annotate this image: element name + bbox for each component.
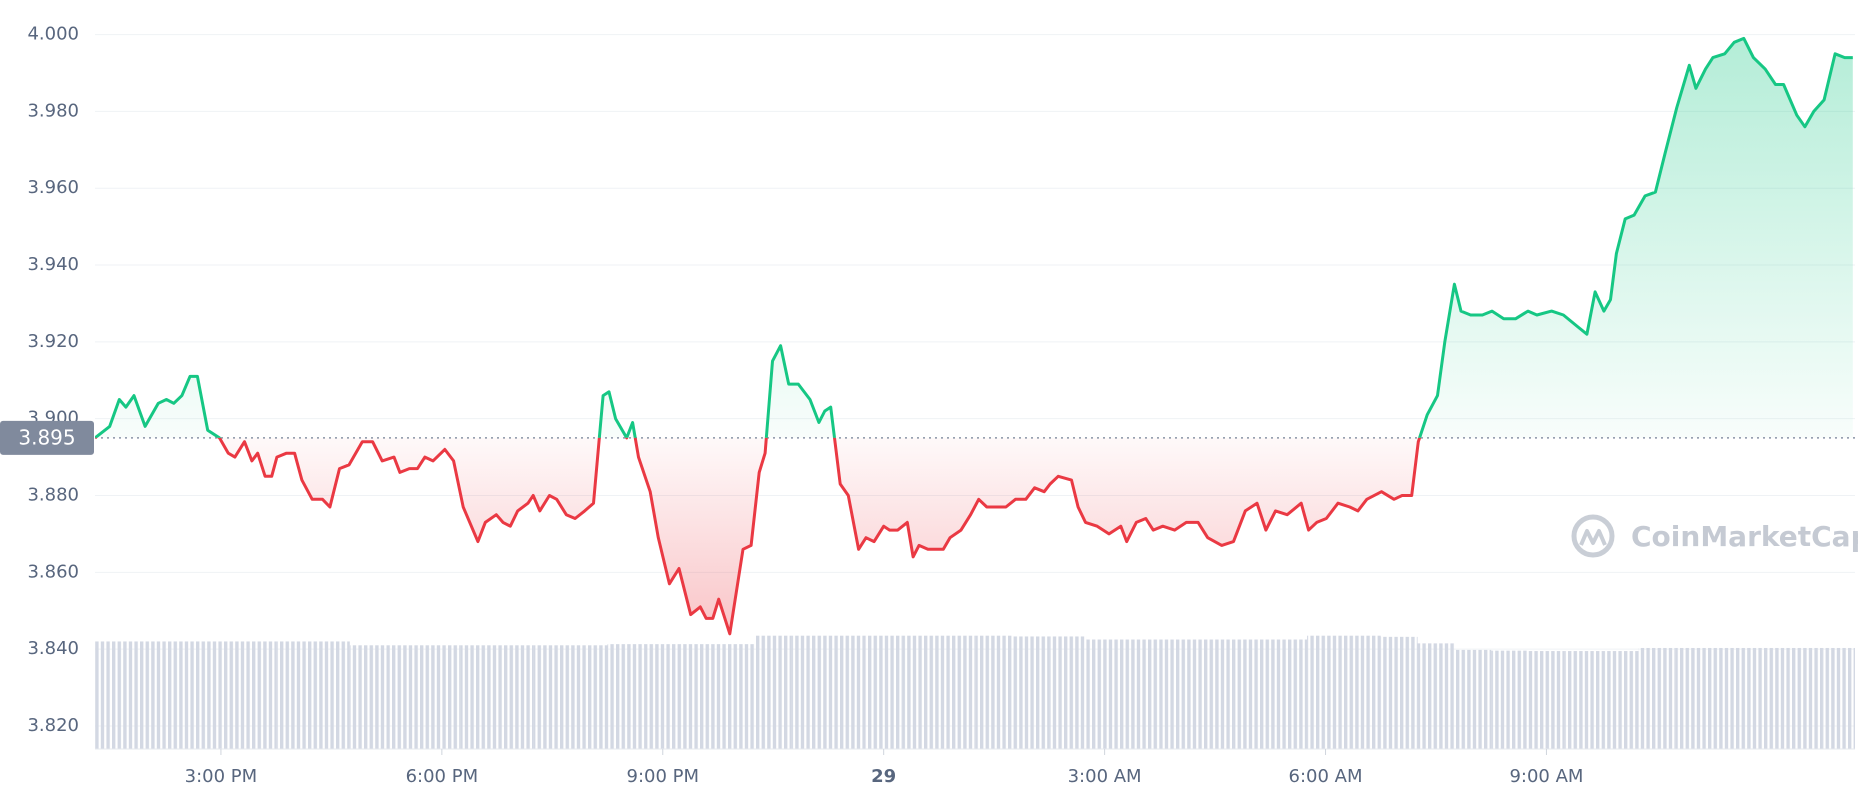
price-line-up	[95, 36, 1853, 438]
volume-bar	[1675, 647, 1713, 749]
baseline-label: 3.895	[18, 425, 75, 449]
volume-bar	[1454, 649, 1492, 749]
volume-bar	[128, 641, 166, 749]
volume-bar	[533, 645, 571, 749]
volume-bar	[1601, 651, 1639, 749]
volume-bar	[1564, 651, 1602, 749]
volume-bar	[828, 635, 866, 749]
volume-bar	[1491, 650, 1529, 749]
volume-bar	[497, 645, 534, 749]
volume-bar	[1196, 639, 1234, 749]
volume-bar	[1233, 639, 1271, 749]
watermark-logo	[1571, 514, 1615, 558]
volume-bar	[1638, 647, 1676, 749]
x-tick-label: 6:00 AM	[1289, 766, 1363, 787]
x-tick-label: 9:00 AM	[1509, 766, 1583, 787]
volume-bar	[239, 641, 277, 749]
volume-bar	[1528, 651, 1565, 749]
volume-bar	[902, 635, 939, 749]
volume-bar	[570, 645, 608, 749]
x-tick-label: 6:00 PM	[406, 766, 479, 787]
baseline-label-box	[0, 420, 94, 455]
y-tick-label: 3.960	[27, 177, 79, 198]
watermark: CoinMarketCap	[1571, 514, 1858, 558]
volume-bar	[312, 641, 350, 749]
volume-bar	[276, 641, 313, 749]
volume-bar	[165, 641, 203, 749]
y-tick-label: 3.840	[27, 638, 79, 659]
watermark-text: CoinMarketCap	[1631, 520, 1858, 553]
volume-bar	[202, 641, 240, 749]
volume-bar	[1012, 636, 1050, 749]
volume-bar	[1270, 639, 1308, 749]
area-up	[95, 38, 1853, 438]
volume-bar	[754, 635, 792, 749]
x-tick-label: 9:00 PM	[627, 766, 700, 787]
volume-bar	[938, 635, 976, 749]
area-down	[95, 437, 1853, 634]
y-tick-label: 3.820	[27, 715, 79, 736]
volume-bar	[865, 635, 903, 749]
volume-bar	[1343, 635, 1381, 749]
y-tick-label: 3.880	[27, 484, 79, 505]
volume-bar	[1049, 636, 1087, 749]
volume-bar	[1748, 647, 1786, 749]
y-tick-label: 3.980	[27, 100, 79, 121]
volume-bar	[423, 645, 461, 749]
y-tick-label: 4.000	[27, 24, 79, 45]
volume-bar	[1159, 639, 1197, 749]
volume-bar	[717, 644, 755, 749]
volume-bar	[386, 645, 424, 749]
x-tick-label: 3:00 AM	[1068, 766, 1142, 787]
y-tick-label: 3.860	[27, 561, 79, 582]
volume-bar	[681, 644, 718, 749]
volume-bar	[607, 644, 645, 749]
volume-bar	[460, 645, 498, 749]
volume-bar	[1123, 639, 1160, 749]
volume-bar	[791, 635, 829, 749]
y-tick-label: 3.920	[27, 331, 79, 352]
x-tick-label: 3:00 PM	[185, 766, 258, 787]
volume-bar	[349, 645, 387, 749]
volume-bar	[1822, 647, 1855, 749]
watermark-logo-mark	[1579, 529, 1607, 546]
volume-bar	[95, 641, 129, 749]
volume-bar	[1785, 647, 1823, 749]
price-line-down	[95, 437, 1422, 636]
volume-bar	[1086, 639, 1124, 749]
volume-bar	[1417, 643, 1455, 749]
volume-bar	[1712, 647, 1749, 749]
volume-bar	[1380, 636, 1418, 749]
x-tick-label: 29	[871, 766, 896, 787]
y-tick-label: 3.940	[27, 254, 79, 275]
volume-bar	[975, 635, 1013, 749]
volume-bar	[644, 644, 682, 749]
volume-bar	[1307, 635, 1344, 749]
